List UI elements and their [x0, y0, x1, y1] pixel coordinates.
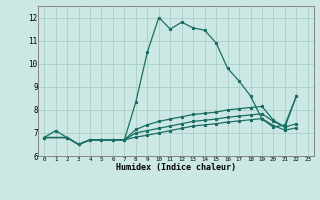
X-axis label: Humidex (Indice chaleur): Humidex (Indice chaleur) — [116, 163, 236, 172]
